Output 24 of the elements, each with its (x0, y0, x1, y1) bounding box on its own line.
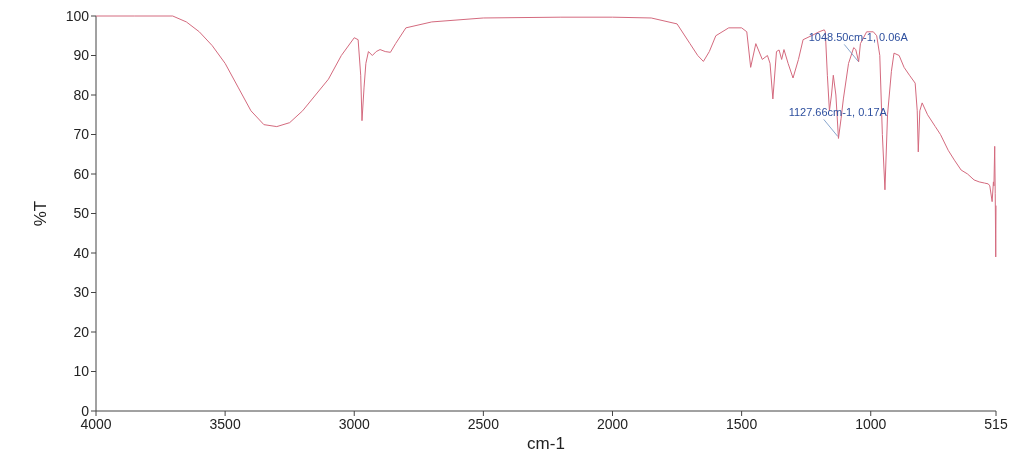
annotation: 1048.50cm-1, 0.06A (808, 31, 909, 44)
x-tick-label: 3000 (338, 416, 371, 432)
x-tick-label: 3500 (209, 416, 241, 432)
annotation: 1127.66cm-1, 0.17A (788, 106, 888, 119)
y-tick-label: 100 (65, 7, 90, 24)
y-tick-label: 70 (73, 126, 90, 143)
x-tick-label: 4000 (80, 416, 112, 432)
y-axis-title: %T (31, 200, 50, 227)
x-tick-label: 2500 (467, 416, 500, 432)
y-tick-label: 50 (73, 205, 90, 222)
y-tick-label: 30 (73, 284, 90, 301)
line-series (95, 15, 997, 258)
y-tick-label: 60 (73, 165, 90, 182)
y-tick-label: 90 (73, 47, 90, 64)
y-tick-label: 10 (73, 363, 90, 380)
x-tick-label: 2000 (596, 416, 629, 432)
y-tick-label: 20 (73, 323, 90, 340)
x-tick-label: 1500 (726, 416, 758, 432)
y-tick-label: 80 (73, 86, 90, 103)
x-tick-label: 515 (984, 416, 1008, 432)
y-tick-label: 40 (73, 244, 90, 261)
y-tick-label: 0 (81, 402, 90, 419)
x-axis-title: cm-1 (527, 434, 565, 453)
x-tick-label: 1000 (855, 416, 887, 432)
